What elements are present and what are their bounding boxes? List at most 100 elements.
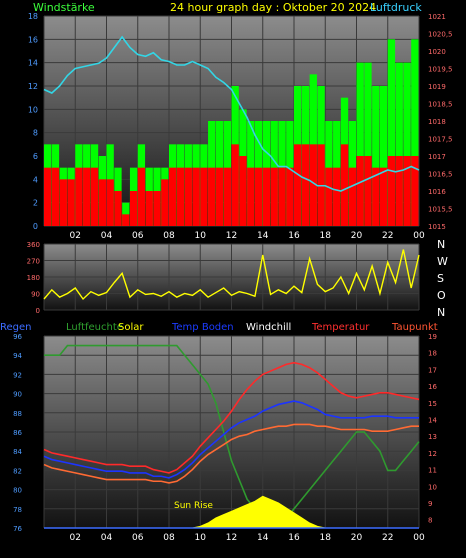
y-tick-label-pressure: 1015: [428, 223, 446, 231]
y-tick-label-humidity: 96: [13, 333, 22, 341]
legend-item: Regen: [0, 322, 32, 333]
y-tick-label-wind: 16: [28, 35, 38, 44]
direction-letter: W: [437, 255, 448, 268]
wind-bar: [364, 156, 372, 226]
direction-letter: S: [437, 272, 444, 285]
chart-title: 24 hour graph day : Oktober 20 2024: [170, 1, 376, 14]
y-tick-label-temperature: 12: [428, 450, 437, 458]
y-tick-label-pressure: 1019,5: [428, 66, 453, 74]
legend-item: Windchill: [246, 322, 291, 333]
wind-bar: [106, 179, 114, 226]
wind-bar: [395, 62, 403, 226]
legend-item: Temperatur: [311, 322, 370, 333]
y-tick-label-direction: 270: [27, 258, 40, 266]
wind-direction-line: [43, 249, 420, 301]
wind-bar: [51, 167, 60, 226]
y-tick-label-pressure: 1016,5: [428, 171, 453, 179]
wind-bar: [114, 191, 122, 226]
x-tick-label: 00: [413, 231, 425, 241]
x-tick-label: 08: [163, 533, 175, 543]
wind-bar: [192, 167, 200, 226]
y-tick-label-wind: 4: [33, 175, 38, 184]
wind-bar: [301, 144, 310, 226]
y-tick-label-humidity: 82: [13, 467, 22, 475]
y-tick-label-wind: 2: [33, 199, 38, 208]
x-tick-label: 10: [195, 231, 207, 241]
y-tick-label-humidity: 80: [13, 487, 22, 495]
wind-bar: [67, 179, 75, 226]
y-tick-label-pressure: 1020: [428, 48, 446, 56]
x-tick-label: 08: [163, 231, 175, 241]
x-tick-label: 18: [320, 533, 332, 543]
wind-bar: [254, 167, 263, 226]
y-tick-label-wind: 12: [28, 82, 38, 91]
x-tick-label: 04: [101, 231, 113, 241]
wind-bar: [270, 167, 278, 226]
wind-bar: [348, 167, 356, 226]
y-tick-label-wind: 14: [28, 59, 38, 68]
wind-bar: [231, 144, 239, 226]
wind-bar: [372, 167, 380, 226]
wind-bar: [411, 39, 419, 227]
wind-bar: [122, 214, 130, 226]
wind-bar: [403, 62, 411, 226]
wind-bar: [98, 179, 106, 226]
y-tick-label-humidity: 90: [13, 391, 22, 399]
y-tick-label-direction: 180: [27, 274, 40, 282]
y-tick-label-pressure: 1018: [428, 118, 446, 126]
wind-bar: [83, 167, 91, 226]
legend-item: Temp Boden: [171, 322, 234, 333]
wind-bar: [176, 167, 185, 226]
y-tick-label-humidity: 76: [13, 525, 22, 533]
x-tick-label: 10: [195, 533, 207, 543]
x-tick-label: 14: [257, 231, 269, 241]
x-tick-label: 20: [351, 231, 363, 241]
y-tick-label-pressure: 1015,5: [428, 206, 453, 214]
wind-bar: [184, 167, 192, 226]
x-tick-label: 14: [257, 533, 269, 543]
wind-bar: [223, 167, 231, 226]
wind-bar: [208, 167, 216, 226]
y-tick-label-temperature: 17: [428, 366, 437, 374]
wind-bar: [129, 191, 138, 226]
direction-letter: N: [437, 306, 445, 319]
legend-item: Luftfeuchte: [66, 322, 123, 333]
direction-letter: O: [437, 289, 446, 302]
y-tick-label-pressure: 1017,5: [428, 136, 453, 144]
y-tick-label-temperature: 18: [428, 350, 437, 358]
y-tick-label-wind: 8: [33, 129, 38, 138]
x-tick-label: 06: [132, 231, 144, 241]
y-tick-label-pressure: 1019: [428, 83, 446, 91]
wind-bar: [90, 167, 99, 226]
x-tick-label: 16: [288, 231, 300, 241]
wind-bar: [356, 156, 364, 226]
wind-bar: [286, 167, 294, 226]
sunrise-label: Sun Rise: [174, 501, 213, 511]
y-tick-label-humidity: 86: [13, 429, 22, 437]
x-tick-label: 06: [132, 533, 144, 543]
wind-bar: [278, 167, 286, 226]
wind-bar: [215, 167, 224, 226]
wind-bar: [411, 156, 419, 226]
x-tick-label: 04: [101, 533, 113, 543]
wind-bar: [387, 39, 396, 227]
x-tick-label: 22: [382, 533, 393, 543]
wind-bar: [153, 191, 161, 226]
y-tick-label-temperature: 8: [428, 517, 432, 525]
y-tick-label-temperature: 9: [428, 500, 432, 508]
y-tick-label-direction: 360: [27, 241, 40, 249]
series-line: [44, 344, 420, 520]
wind-bar: [247, 167, 255, 226]
y-tick-label-direction: 90: [31, 291, 40, 299]
x-tick-label: 00: [413, 533, 425, 543]
wind-bar: [294, 144, 302, 226]
series-line: [43, 400, 419, 479]
pressure-label: Luftdruck: [370, 1, 422, 14]
direction-letter: N: [437, 238, 445, 251]
wind-bar: [59, 179, 67, 226]
y-tick-label-temperature: 11: [428, 467, 437, 475]
y-tick-label-wind: 6: [33, 152, 38, 161]
x-tick-label: 12: [226, 231, 237, 241]
